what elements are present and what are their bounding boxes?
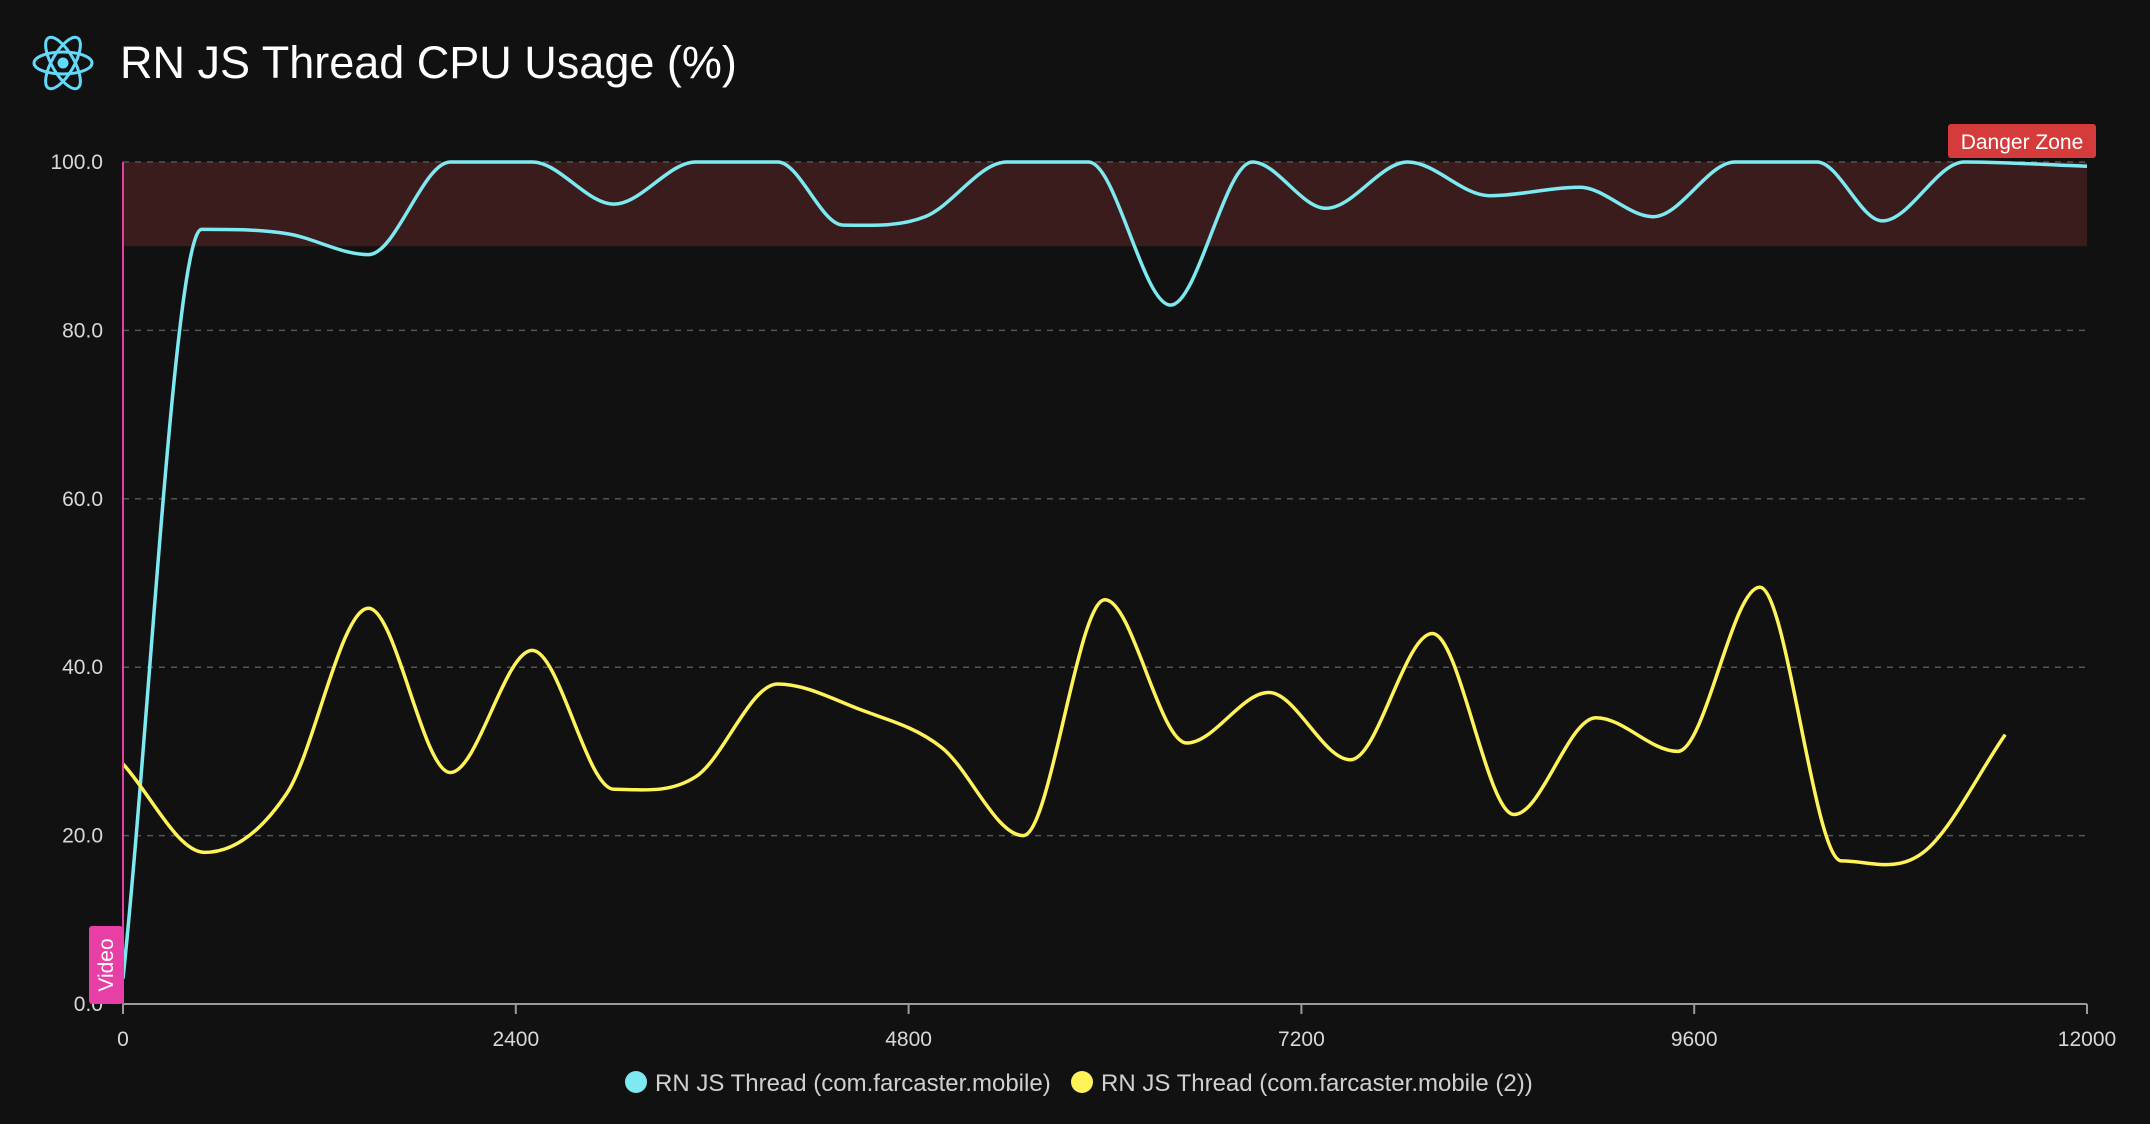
danger-zone-badge bbox=[1948, 124, 2096, 158]
y-tick-label: 20.0 bbox=[62, 825, 103, 848]
series-line-2 bbox=[121, 585, 2007, 867]
video-marker-label: Video bbox=[95, 938, 118, 991]
y-tick-label: 100.0 bbox=[50, 151, 103, 174]
legend-swatch-2 bbox=[1071, 1071, 1093, 1093]
x-tick-label: 2400 bbox=[492, 1028, 539, 1051]
legend-label-2: RN JS Thread (com.farcaster.mobile (2)) bbox=[1101, 1070, 1533, 1097]
legend-swatch-1 bbox=[625, 1071, 647, 1093]
legend-label-1: RN JS Thread (com.farcaster.mobile) bbox=[655, 1070, 1051, 1097]
x-tick-label: 4800 bbox=[885, 1028, 932, 1051]
y-tick-label: 80.0 bbox=[62, 319, 103, 342]
danger-zone-label: Danger Zone bbox=[1961, 131, 2084, 154]
x-tick-label: 7200 bbox=[1278, 1028, 1325, 1051]
react-atom-icon bbox=[32, 35, 94, 91]
x-tick-label: 0 bbox=[117, 1028, 129, 1051]
x-tick-label: 9600 bbox=[1671, 1028, 1718, 1051]
y-tick-label: 40.0 bbox=[62, 656, 103, 679]
x-tick-label: 12000 bbox=[2058, 1028, 2116, 1051]
y-tick-label: 60.0 bbox=[62, 488, 103, 511]
video-marker-badge bbox=[89, 926, 123, 1004]
page-title: RN JS Thread CPU Usage (%) bbox=[120, 37, 737, 88]
series-line-1 bbox=[121, 160, 2088, 979]
chart-header: RN JS Thread CPU Usage (%) bbox=[30, 28, 737, 98]
